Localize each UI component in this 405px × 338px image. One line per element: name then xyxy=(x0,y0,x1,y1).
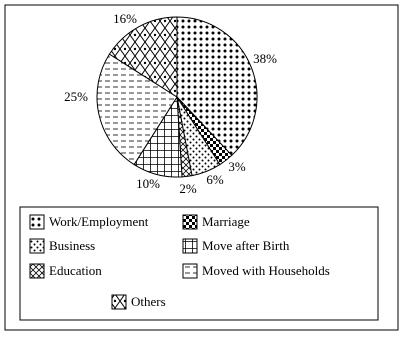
legend-swatch xyxy=(182,214,198,230)
data-label: 6% xyxy=(206,172,224,187)
pie-slice xyxy=(108,16,178,98)
data-label: 38% xyxy=(253,51,277,66)
legend-label: Move after Birth xyxy=(202,238,290,253)
legend-swatch xyxy=(182,238,198,254)
legend-swatch xyxy=(111,294,127,310)
data-label: 25% xyxy=(64,89,88,104)
data-label: 3% xyxy=(228,159,246,174)
pie-slice xyxy=(96,53,178,166)
data-label: 16% xyxy=(113,11,137,26)
legend-label: Others xyxy=(131,294,166,309)
legend-swatch xyxy=(29,214,45,230)
legend-label: Marriage xyxy=(202,214,250,229)
frame xyxy=(4,4,399,331)
pie-slice xyxy=(176,16,258,157)
legend-box xyxy=(19,206,379,321)
data-label: 10% xyxy=(136,176,160,191)
legend-swatch xyxy=(29,238,45,254)
legend-label: Education xyxy=(49,263,102,278)
legend-label: Business xyxy=(49,238,95,253)
data-label: 2% xyxy=(179,181,197,196)
legend-label: Work/Employment xyxy=(49,214,149,229)
legend-label: Moved with Households xyxy=(202,263,330,278)
legend-swatch xyxy=(29,263,45,279)
legend-swatch xyxy=(182,263,198,279)
